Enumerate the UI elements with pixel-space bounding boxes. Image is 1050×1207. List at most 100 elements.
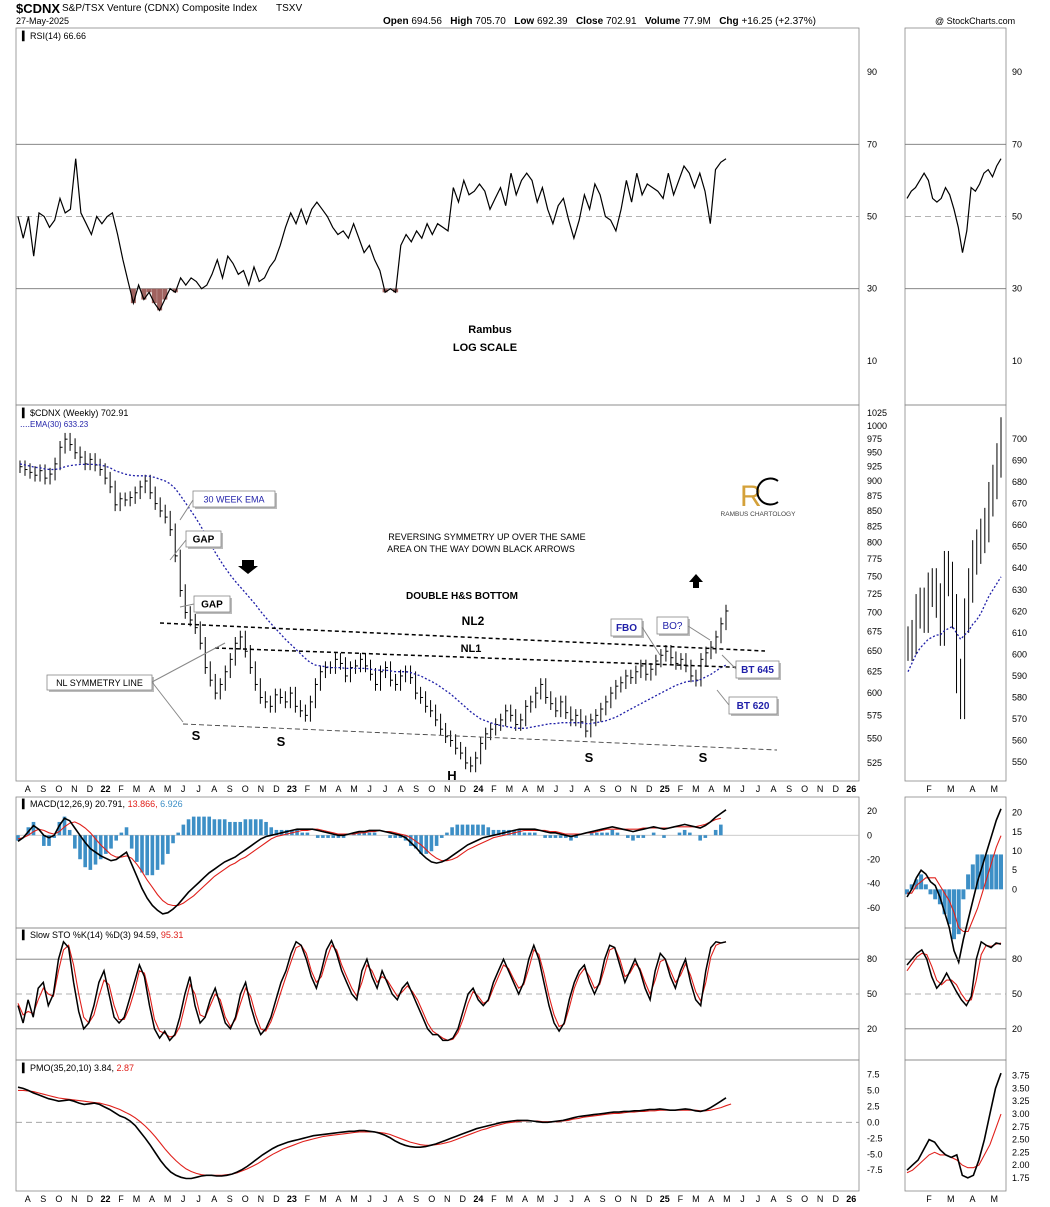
macd-histogram-bar (605, 832, 609, 836)
x-axis-mid-label: F (305, 784, 311, 794)
macd-histogram-bar (713, 829, 718, 836)
sto-k-line (17, 938, 727, 1042)
macd-histogram-bar (73, 835, 77, 849)
macd-histogram-bar (408, 835, 413, 846)
macd-title-part: MACD(12,26,9) 20.791, (30, 799, 128, 809)
macd-histogram-bar (315, 835, 320, 838)
gap2-pointer (179, 603, 195, 608)
price-tick: 600 (867, 688, 882, 698)
sto-inset-k (906, 940, 1002, 1007)
pmo-tick: -5.0 (867, 1149, 883, 1159)
nl-sym-pointer-2 (151, 681, 184, 723)
x-axis-bottom-label: F (118, 1194, 124, 1204)
x-axis-bottom-label: 24 (473, 1194, 483, 1204)
x-axis-bottom-label: S (413, 1194, 419, 1204)
macd-inset-hist (909, 884, 914, 890)
price-tick: 700 (867, 607, 882, 617)
macd-histogram-bar (429, 835, 434, 852)
macd-inset-hist (952, 889, 956, 940)
macd-histogram-bar (140, 835, 144, 873)
pmo-signal-line (18, 1089, 732, 1176)
x-axis-bottom-label: N (71, 1194, 78, 1204)
x-axis-mid-label: J (367, 784, 372, 794)
x-axis-mid-label: F (491, 784, 497, 794)
chg-value: +16.25 (+2.37%) (741, 16, 816, 27)
x-axis-bottom-label: M (537, 1194, 545, 1204)
gap-callout-2-text: GAP (201, 600, 223, 611)
x-axis-mid-label: A (25, 784, 31, 794)
sto-inset-tick: 20 (1012, 1024, 1022, 1034)
x-axis-bottom-label: N (444, 1194, 451, 1204)
x-axis-bottom-label: M (692, 1194, 700, 1204)
pmo-inset-line (906, 1072, 1002, 1179)
x-axis-mid-label: A (771, 784, 777, 794)
macd-histogram-bar (393, 835, 398, 838)
x-axis-bottom-inset-label: M (947, 1194, 955, 1204)
macd-histogram-bar (326, 835, 330, 838)
pmo-title: PMO(35,20,10) 3.84, 2.87 (30, 1063, 134, 1073)
low-value: 692.39 (537, 16, 568, 27)
macd-histogram-bar (558, 835, 563, 838)
macd-inset-hist (914, 879, 919, 890)
bt620-pointer (716, 689, 730, 706)
x-axis-bottom-label: J (383, 1194, 388, 1204)
macd-histogram-bar (98, 835, 103, 860)
x-axis-mid-label: J (756, 784, 761, 794)
x-axis-bottom-label: J (196, 1194, 201, 1204)
x-axis-bottom-label: D (832, 1194, 839, 1204)
pmo-tick: 7.5 (867, 1069, 880, 1079)
pmo-inset-tick: 1.75 (1012, 1173, 1030, 1183)
x-axis-bottom-label: S (786, 1194, 792, 1204)
macd-histogram-bar (481, 824, 485, 836)
x-axis-bottom-label: N (817, 1194, 824, 1204)
nl-sym-pointer-1 (151, 642, 226, 683)
price-inset-tick: 620 (1012, 606, 1027, 616)
price-inset-tick: 580 (1012, 693, 1027, 703)
price-inset-tick: 690 (1012, 455, 1027, 465)
macd-histogram-bar (491, 829, 496, 836)
macd-inset-tick: 10 (1012, 846, 1022, 856)
macd-inset-tick: 0 (1012, 884, 1017, 894)
macd-histogram-bar (135, 835, 139, 862)
x-axis-mid-label: O (242, 784, 249, 794)
x-axis-bottom-label: F (305, 1194, 311, 1204)
bt645-callout-box (735, 660, 780, 679)
macd-inset-tick: 5 (1012, 865, 1017, 875)
macd-histogram-bar (677, 832, 682, 836)
bt645-pointer (721, 654, 737, 670)
x-axis-bottom-label: O (242, 1194, 249, 1204)
macd-histogram-bar (398, 835, 403, 838)
macd-inset-hist (999, 854, 1003, 890)
bt645-callout-text: BT 645 (741, 665, 774, 676)
price-tick: 900 (867, 476, 882, 486)
x-axis-mid-label: S (227, 784, 233, 794)
ema-line (19, 463, 727, 729)
x-axis-bottom-label: O (428, 1194, 435, 1204)
x-axis-mid-label: M (350, 784, 358, 794)
price-tick: 1025 (867, 408, 887, 418)
macd-histogram-bar (47, 835, 51, 846)
pmo-inset-tick: 3.25 (1012, 1096, 1030, 1106)
macd-histogram-bar (145, 835, 149, 876)
shoulder-label: S (192, 728, 201, 743)
macd-inset-hist (905, 889, 909, 895)
price-inset-tick: 590 (1012, 671, 1027, 681)
x-axis-mid-label: O (801, 784, 808, 794)
macd-histogram-bar (331, 835, 336, 838)
down-arrow (238, 560, 258, 574)
macd-histogram-bar (434, 835, 439, 846)
close-label: Close (575, 16, 604, 27)
ohlc-bar: Open 694.56 High 705.70 Low 692.39 Close… (383, 16, 816, 27)
macd-histogram-bar (264, 821, 268, 836)
rsi-inset-tick: 50 (1012, 212, 1022, 222)
bo-pointer (687, 625, 711, 641)
x-axis-bottom-label: D (273, 1194, 280, 1204)
x-axis-mid-label: M (164, 784, 172, 794)
pmo-inset-signal (906, 1113, 1002, 1174)
macd-histogram-bar (207, 816, 212, 836)
x-axis-bottom-label: N (630, 1194, 637, 1204)
ema-callout-pointer (179, 499, 194, 521)
fbo-callout-text: FBO (616, 623, 637, 634)
price-inset-tick: 660 (1012, 520, 1027, 530)
x-axis-mid-label: J (740, 784, 745, 794)
